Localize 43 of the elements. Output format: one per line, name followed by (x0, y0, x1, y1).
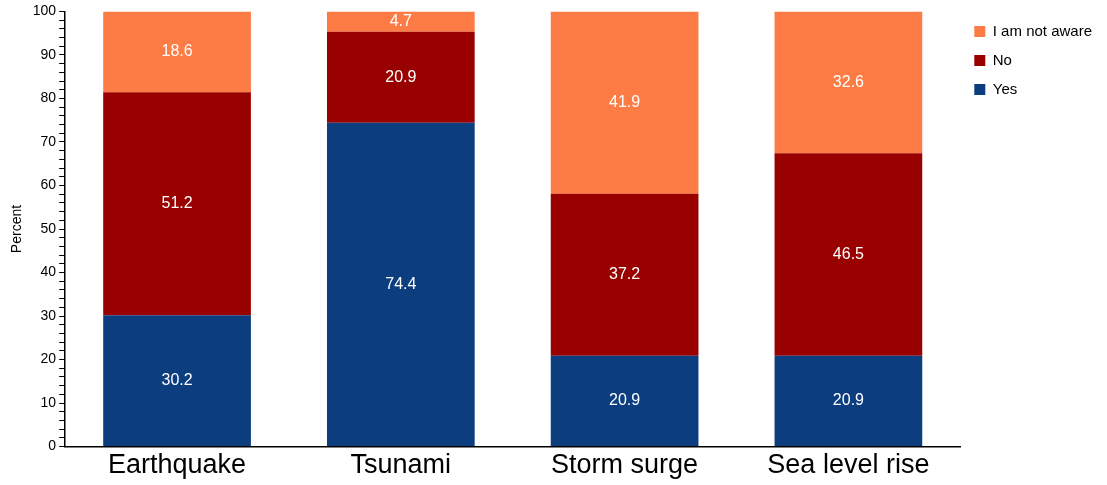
x-tick-label: Earthquake (107, 449, 247, 480)
y-tick-label: 60 (40, 176, 57, 193)
bar (774, 355, 923, 447)
data-label: 20.9 (832, 391, 865, 409)
bar (774, 11, 923, 154)
x-tick-label: Sea level rise (767, 449, 930, 480)
y-tick-label: 40 (40, 263, 57, 280)
bar (326, 31, 475, 123)
y-tick-label: 30 (40, 306, 57, 323)
data-label: 18.6 (161, 42, 193, 60)
data-label: 37.2 (609, 265, 641, 283)
y-tick-label: 0 (48, 437, 57, 454)
bar (103, 92, 251, 316)
x-tick-label: Tsunami (350, 449, 452, 480)
y-tick-label: 20 (40, 350, 57, 367)
bar (774, 153, 923, 356)
y-tick-label: 100 (32, 2, 57, 19)
bar (550, 193, 699, 356)
y-tick-label: 80 (40, 89, 57, 106)
legend-label: No (992, 50, 1012, 68)
bar (103, 315, 251, 447)
data-label: 74.4 (385, 274, 417, 292)
bar (550, 11, 699, 194)
bar (550, 355, 699, 447)
data-label: 20.9 (385, 67, 417, 85)
y-axis-title: Percent (8, 204, 25, 254)
y-tick-label: 10 (40, 393, 57, 410)
data-label: 20.9 (609, 391, 641, 409)
bar (103, 11, 251, 93)
data-label: 51.2 (161, 194, 193, 212)
y-tick-label: 70 (40, 132, 57, 149)
y-tick-label: 90 (40, 45, 57, 62)
data-label: 4.7 (389, 12, 413, 30)
data-label: 30.2 (161, 371, 193, 389)
y-tick-label: 50 (40, 219, 57, 236)
legend-label: I am not aware (992, 21, 1092, 39)
data-label: 46.5 (832, 244, 865, 262)
bar (326, 11, 475, 32)
legend-label: Yes (992, 79, 1018, 97)
bar (326, 122, 475, 447)
data-label: 41.9 (609, 92, 641, 110)
x-tick-label: Storm surge (551, 449, 699, 480)
data-label: 32.6 (832, 72, 865, 90)
